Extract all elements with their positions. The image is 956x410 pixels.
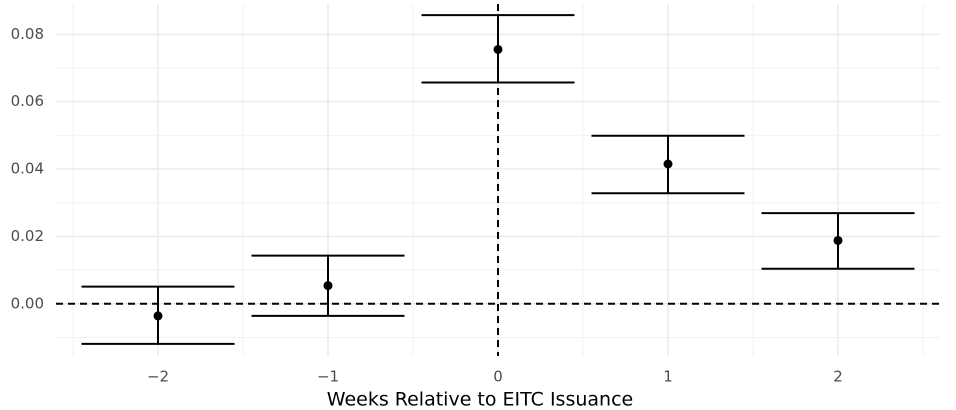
x-tick-label: −2 xyxy=(147,368,169,386)
y-tick-label: 0.06 xyxy=(11,92,44,110)
y-tick-label: 0.08 xyxy=(11,25,44,43)
x-tick-label: −1 xyxy=(317,368,339,386)
y-tick-label: 0.00 xyxy=(11,294,44,312)
y-tick-label: 0.02 xyxy=(11,227,44,245)
y-tick-label: 0.04 xyxy=(11,160,44,178)
x-tick-label: 2 xyxy=(833,368,843,386)
point xyxy=(663,159,673,169)
point xyxy=(153,311,163,321)
x-tick-label: 0 xyxy=(493,368,503,386)
point xyxy=(323,281,333,291)
x-tick-label: 1 xyxy=(663,368,673,386)
point xyxy=(833,235,843,245)
x-axis-title: Weeks Relative to EITC Issuance xyxy=(327,389,633,410)
point xyxy=(493,44,503,54)
